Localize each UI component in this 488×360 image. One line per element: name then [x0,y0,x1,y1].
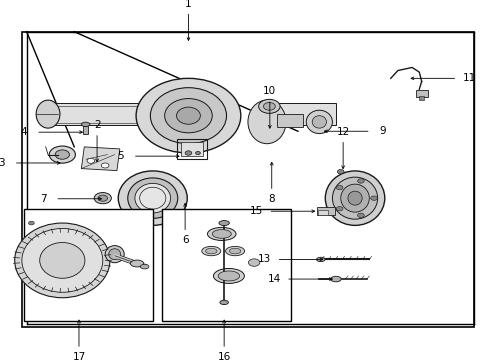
Ellipse shape [176,107,200,124]
Ellipse shape [325,171,384,225]
Ellipse shape [263,103,275,110]
Ellipse shape [81,122,90,127]
Bar [316,207,334,215]
Ellipse shape [219,221,229,225]
Bar [176,139,207,159]
Ellipse shape [22,229,102,292]
Ellipse shape [205,248,217,254]
Bar [45,103,141,125]
Text: 14: 14 [267,274,280,284]
Ellipse shape [55,150,69,159]
Ellipse shape [40,243,85,278]
Circle shape [357,213,364,217]
Ellipse shape [225,246,244,256]
Ellipse shape [130,260,143,267]
Circle shape [357,179,364,183]
Ellipse shape [229,248,240,254]
Circle shape [101,163,109,168]
Text: 3: 3 [0,158,5,168]
Circle shape [195,152,200,154]
Ellipse shape [127,178,177,219]
Ellipse shape [340,184,368,212]
Circle shape [185,151,191,155]
Ellipse shape [220,300,228,305]
Ellipse shape [150,88,226,144]
Ellipse shape [49,146,75,163]
Bar [415,90,427,97]
Circle shape [87,158,95,163]
Text: 12: 12 [336,127,349,137]
Ellipse shape [118,171,187,225]
Circle shape [370,196,377,200]
Ellipse shape [136,78,240,153]
Bar [24,209,152,321]
Ellipse shape [332,177,377,219]
Text: 8: 8 [268,194,274,204]
Ellipse shape [15,223,110,298]
Ellipse shape [330,276,341,282]
Bar [82,126,88,134]
Ellipse shape [305,110,332,134]
Bar [181,142,203,156]
Circle shape [336,185,342,190]
Ellipse shape [135,183,170,213]
Text: 10: 10 [263,86,276,96]
Ellipse shape [140,264,149,269]
Text: 4: 4 [21,127,27,137]
Circle shape [28,221,34,225]
Bar [162,209,290,321]
Text: 11: 11 [462,73,475,84]
Text: 6: 6 [182,235,188,245]
Circle shape [337,170,344,174]
Text: 7: 7 [40,194,46,204]
Bar [418,96,423,99]
Circle shape [248,259,259,266]
Ellipse shape [316,257,325,262]
Circle shape [94,193,111,204]
Circle shape [336,207,342,211]
Ellipse shape [202,246,221,256]
Ellipse shape [212,230,231,238]
Text: 2: 2 [94,120,100,130]
Ellipse shape [164,99,212,133]
Ellipse shape [213,269,244,283]
Ellipse shape [311,116,326,128]
Bar [259,103,335,125]
Ellipse shape [207,228,236,240]
Text: 9: 9 [379,126,385,136]
Ellipse shape [36,100,60,128]
Ellipse shape [108,249,121,260]
Bar [276,114,302,127]
Ellipse shape [258,99,280,113]
Bar [318,210,327,215]
Text: 1: 1 [185,0,191,9]
Bar [81,147,120,171]
Text: 5: 5 [117,151,124,161]
Ellipse shape [347,191,362,205]
Circle shape [98,195,107,201]
Text: 16: 16 [217,352,230,360]
Text: 13: 13 [258,255,271,265]
Ellipse shape [218,271,239,281]
Ellipse shape [105,246,124,263]
Text: 17: 17 [72,352,85,360]
Text: 15: 15 [249,206,263,216]
Ellipse shape [247,100,285,144]
